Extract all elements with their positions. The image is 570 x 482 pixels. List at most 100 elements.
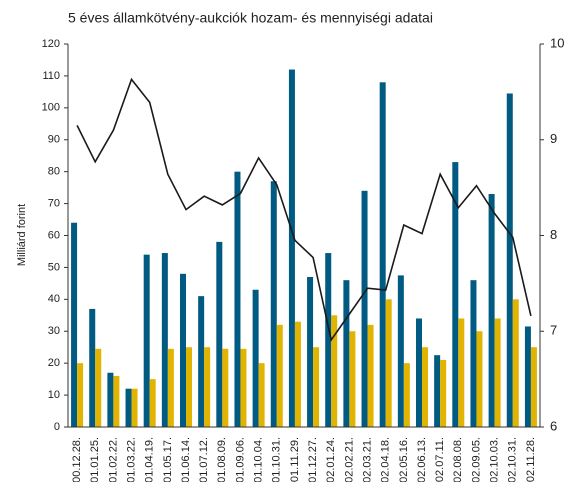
x-tick-label: 02.10.03. xyxy=(489,437,501,482)
chart-title: 5 éves államkötvény-aukciók hozam- és me… xyxy=(68,10,433,26)
x-tick-label: 01.06.14. xyxy=(180,437,192,482)
bar xyxy=(488,194,495,427)
bar xyxy=(234,171,241,427)
x-tick-label: 02.11.28. xyxy=(525,437,537,482)
y-tick-label: 80 xyxy=(48,166,60,178)
bar xyxy=(440,359,447,427)
y2-tick-label: 10 xyxy=(550,35,564,50)
bar xyxy=(494,318,501,427)
bar xyxy=(288,69,295,428)
bar xyxy=(397,275,404,427)
x-tick-label: 01.05.17. xyxy=(162,437,174,482)
bar xyxy=(367,324,374,427)
x-tick-label: 02.01.24. xyxy=(325,437,337,482)
bar xyxy=(331,315,338,427)
y2-tick-label: 6 xyxy=(550,418,557,433)
bar xyxy=(385,299,392,427)
x-tick-label: 01.12.27. xyxy=(307,437,319,482)
x-tick-label: 01.08.09. xyxy=(216,437,228,482)
bar xyxy=(294,321,301,427)
y-axis-label: Milliárd forint xyxy=(16,204,28,266)
y-tick-label: 100 xyxy=(42,102,60,114)
x-tick-label: 01.01.25. xyxy=(89,437,101,482)
y-tick-label: 10 xyxy=(48,389,60,401)
bar xyxy=(307,276,314,427)
bar xyxy=(89,308,96,427)
bar xyxy=(422,347,428,427)
x-tick-label: 02.10.31. xyxy=(507,437,519,482)
bar xyxy=(476,331,483,427)
y-tick-label: 30 xyxy=(48,325,60,337)
y-tick-label: 0 xyxy=(54,421,60,433)
bar xyxy=(180,273,186,427)
x-tick-label: 02.09.05. xyxy=(470,437,482,482)
x-tick-label: 02.03.21. xyxy=(361,437,373,482)
x-tick-label: 01.10.04. xyxy=(253,437,265,482)
bar xyxy=(204,347,211,427)
bar xyxy=(198,296,205,427)
y2-tick-label: 7 xyxy=(550,323,557,338)
bar xyxy=(186,347,192,427)
y-tick-label: 120 xyxy=(42,38,60,50)
y-tick-label: 60 xyxy=(48,229,60,241)
x-tick-label: 02.04.18. xyxy=(380,437,392,482)
bar xyxy=(131,388,138,427)
bar xyxy=(143,254,150,427)
bar xyxy=(240,348,247,427)
x-tick-label: 02.07.11. xyxy=(434,437,446,482)
bar xyxy=(416,318,422,427)
bar xyxy=(270,181,277,427)
bar xyxy=(161,253,168,427)
y-tick-label: 110 xyxy=(42,70,60,82)
bar xyxy=(452,162,459,427)
x-tick-label: 01.02.22. xyxy=(107,437,119,482)
bar xyxy=(379,82,386,428)
bar xyxy=(313,347,320,427)
y-tick-label: 70 xyxy=(48,197,60,209)
bar xyxy=(325,253,332,427)
y-tick-label: 50 xyxy=(48,261,60,273)
x-tick-label: 02.06.13. xyxy=(416,437,428,482)
bar xyxy=(458,318,465,427)
bar xyxy=(149,379,156,427)
x-tick-label: 02.05.16. xyxy=(398,437,410,482)
x-tick-label: 01.09.06. xyxy=(234,437,246,482)
bar xyxy=(403,363,410,427)
bar xyxy=(222,348,229,427)
y-tick-label: 20 xyxy=(48,357,60,369)
x-tick-label: 01.11.29. xyxy=(289,437,301,482)
y-tick-label: 90 xyxy=(48,134,60,146)
bar xyxy=(125,388,132,427)
x-tick-label: 01.04.19. xyxy=(144,437,156,482)
bar xyxy=(71,222,78,427)
bar xyxy=(349,331,356,427)
line xyxy=(76,77,532,342)
bar xyxy=(530,347,537,427)
bar xyxy=(216,241,223,427)
x-tick-label: 00.12.28. xyxy=(71,437,83,482)
y2-tick-label: 9 xyxy=(550,131,557,146)
bar xyxy=(470,280,477,427)
y-tick-label: 40 xyxy=(48,293,60,305)
bar xyxy=(258,363,265,427)
bar xyxy=(276,324,283,427)
bar xyxy=(361,190,368,427)
x-tick-label: 02.08.08. xyxy=(452,437,464,482)
bar xyxy=(252,289,259,427)
x-tick-label: 01.03.22. xyxy=(125,437,137,482)
bar xyxy=(95,348,102,427)
bar xyxy=(167,348,174,427)
bar xyxy=(524,326,531,427)
bar xyxy=(77,363,84,427)
x-tick-label: 02.02.21. xyxy=(343,437,355,482)
bar xyxy=(434,355,441,427)
x-tick-label: 01.10.31. xyxy=(271,437,283,482)
bar xyxy=(107,372,114,427)
x-tick-label: 01.07.12. xyxy=(198,437,210,482)
y2-tick-label: 8 xyxy=(550,227,557,242)
bar xyxy=(512,299,519,427)
bar xyxy=(506,93,513,428)
bar xyxy=(113,375,120,427)
bar xyxy=(343,280,350,427)
